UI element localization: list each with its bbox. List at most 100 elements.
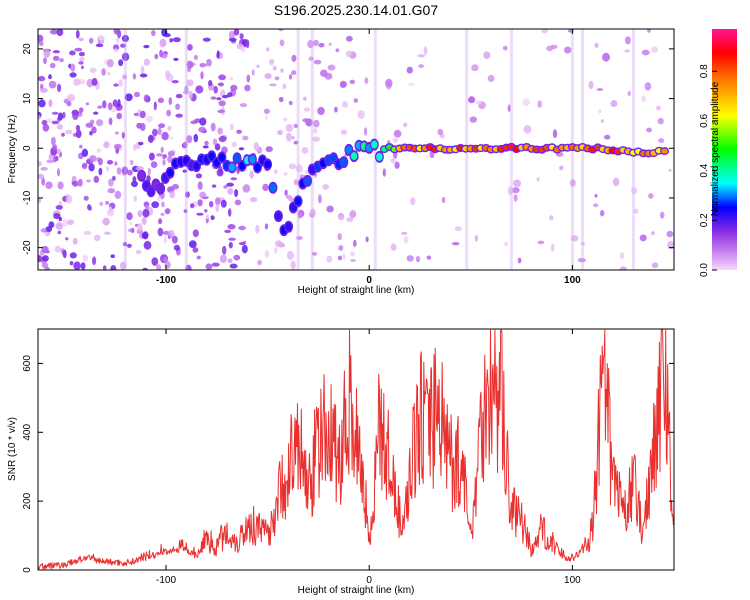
speckle-dot bbox=[469, 116, 477, 123]
speckle-dot bbox=[72, 180, 79, 187]
speckle-dot bbox=[233, 254, 241, 261]
speckle-dot bbox=[190, 203, 195, 209]
speckle-dot bbox=[513, 179, 522, 188]
speckle-dot bbox=[559, 165, 564, 171]
speckle-dot bbox=[350, 259, 357, 262]
speckle-dot bbox=[507, 186, 513, 195]
speckle-dot bbox=[226, 182, 234, 187]
speckle-dot bbox=[135, 166, 144, 171]
speckle-dot bbox=[62, 219, 68, 227]
speckle-dot bbox=[45, 181, 53, 189]
speckle-dot bbox=[167, 150, 175, 157]
speckle-dot bbox=[242, 135, 249, 141]
speckle-dot bbox=[73, 261, 81, 270]
speckle-dot bbox=[293, 179, 299, 186]
speckle-dot bbox=[92, 256, 97, 266]
speckle-dot bbox=[197, 181, 203, 191]
speckle-dot bbox=[81, 162, 88, 169]
speckle-dot bbox=[313, 59, 322, 65]
speckle-dot bbox=[97, 158, 103, 166]
speckle-dot bbox=[129, 159, 134, 166]
speckle-dot bbox=[167, 125, 172, 131]
speckle-dot bbox=[48, 99, 53, 108]
snr-x-label: Height of straight line (km) bbox=[298, 585, 415, 596]
speckle-dot bbox=[56, 148, 61, 155]
speckle-dot bbox=[105, 200, 110, 205]
speckle-dot bbox=[218, 136, 227, 143]
x-tick-label: -100 bbox=[156, 575, 176, 586]
speckle-dot bbox=[283, 172, 288, 176]
speckle-dot bbox=[604, 134, 611, 140]
speckle-dot bbox=[222, 245, 227, 255]
speckle-dot bbox=[193, 54, 198, 61]
speckle-dot bbox=[474, 235, 478, 242]
speckle-dot bbox=[98, 35, 105, 41]
speckle-streak bbox=[123, 29, 127, 270]
speckle-dot bbox=[185, 191, 190, 198]
speckle-dot bbox=[51, 111, 59, 115]
speckle-dot bbox=[45, 118, 54, 123]
speckle-dot bbox=[161, 201, 165, 208]
speckle-dot bbox=[192, 229, 199, 238]
speckle-dot bbox=[88, 163, 95, 172]
ridge-core bbox=[208, 152, 215, 161]
speckle-dot bbox=[128, 221, 133, 226]
speckle-dot bbox=[249, 197, 258, 203]
speckle-dot bbox=[106, 160, 114, 165]
speckle-dot bbox=[228, 30, 235, 40]
snr-ticks: -100 0 100 0 200 400 600 bbox=[22, 329, 674, 586]
speckle-dot bbox=[85, 102, 90, 106]
speckle-dot bbox=[353, 239, 357, 247]
speckle-dot bbox=[208, 80, 213, 87]
speckle-dot bbox=[38, 197, 42, 204]
speckle-dot bbox=[349, 79, 355, 85]
speckle-dot bbox=[406, 255, 414, 262]
speckle-dot bbox=[353, 98, 358, 103]
speckle-dot bbox=[81, 148, 89, 157]
speckle-dot bbox=[658, 138, 665, 144]
spectrogram-x-label: Height of straight line (km) bbox=[298, 285, 415, 296]
speckle-dot bbox=[183, 141, 188, 148]
speckle-dot bbox=[38, 41, 44, 47]
speckle-dot bbox=[142, 267, 148, 270]
speckle-dot bbox=[98, 167, 103, 176]
speckle-dot bbox=[262, 183, 269, 192]
speckle-dot bbox=[209, 201, 214, 208]
speckle-dot bbox=[216, 50, 220, 59]
speckle-dot bbox=[52, 144, 58, 151]
speckle-dot bbox=[291, 136, 295, 140]
ridge-core bbox=[371, 140, 378, 149]
speckle-dot bbox=[423, 46, 428, 55]
ridge-core bbox=[330, 154, 337, 163]
speckle-dot bbox=[651, 231, 655, 236]
speckle-dot bbox=[415, 255, 421, 263]
speckle-dot bbox=[288, 100, 293, 106]
speckle-dot bbox=[75, 29, 80, 39]
speckle-dot bbox=[96, 148, 101, 153]
speckle-dot bbox=[67, 219, 74, 226]
speckle-dot bbox=[169, 190, 175, 199]
y-tick-label: -10 bbox=[22, 190, 33, 205]
speckle-dot bbox=[223, 185, 228, 189]
speckle-dot bbox=[103, 141, 110, 149]
speckle-dot bbox=[167, 155, 173, 163]
speckle-dot bbox=[140, 65, 145, 75]
speckle-dot bbox=[293, 140, 299, 145]
speckle-dot bbox=[363, 127, 368, 136]
speckle-dot bbox=[204, 140, 209, 146]
speckle-dot bbox=[335, 48, 340, 53]
speckle-dot bbox=[172, 183, 179, 190]
ridge-core bbox=[233, 154, 241, 163]
speckle-dot bbox=[89, 67, 97, 74]
speckle-dot bbox=[338, 215, 345, 221]
speckle-dot bbox=[229, 123, 234, 131]
speckle-dot bbox=[631, 187, 638, 195]
speckle-dot bbox=[216, 97, 222, 101]
speckle-dot bbox=[277, 129, 283, 136]
speckle-dot bbox=[290, 260, 296, 270]
colorbar-tick-label: 0.2 bbox=[699, 213, 710, 227]
speckle-dot bbox=[186, 79, 194, 87]
ridge-core bbox=[340, 158, 347, 167]
